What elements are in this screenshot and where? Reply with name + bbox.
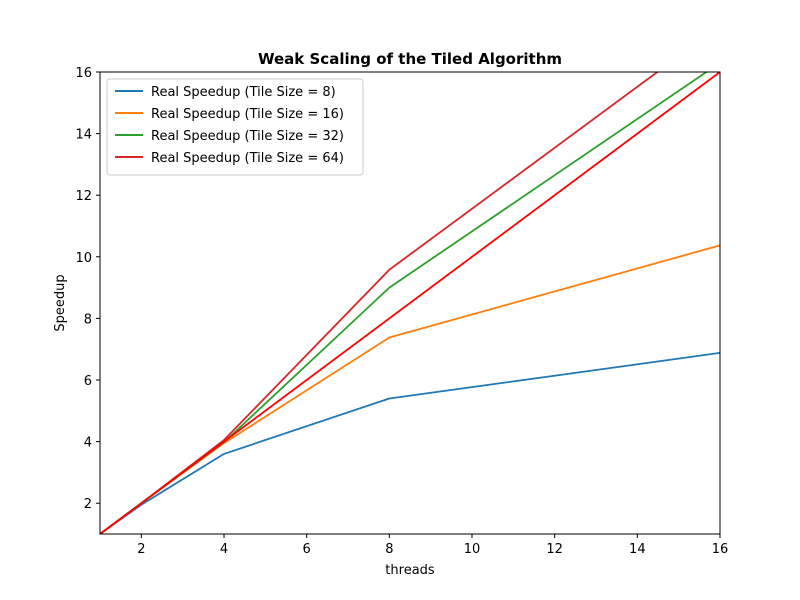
y-tick-label: 10 bbox=[75, 251, 92, 266]
series-line-0 bbox=[100, 352, 720, 534]
x-tick-label: 4 bbox=[220, 542, 228, 557]
series-line-4 bbox=[100, 72, 720, 534]
legend: Real Speedup (Tile Size = 8) Real Speedup… bbox=[106, 78, 364, 176]
y-axis: 2 4 6 8 10 12 14 16 bbox=[75, 66, 100, 512]
y-tick-label: 4 bbox=[84, 436, 92, 451]
y-tick-label: 12 bbox=[75, 189, 92, 204]
y-tick-label: 14 bbox=[75, 128, 92, 143]
x-tick-label: 8 bbox=[385, 542, 393, 557]
legend-box bbox=[106, 78, 364, 176]
chart-title: Weak Scaling of the Tiled Algorithm bbox=[258, 50, 562, 68]
plot-lines bbox=[100, 72, 720, 534]
x-tick-label: 10 bbox=[464, 542, 481, 557]
plot-frame bbox=[99, 71, 721, 535]
legend-label: Real Speedup (Tile Size = 32) bbox=[151, 129, 344, 144]
legend-label: Real Speedup (Tile Size = 16) bbox=[151, 107, 344, 122]
series-line-1 bbox=[100, 244, 720, 534]
y-tick-label: 6 bbox=[84, 374, 92, 389]
x-axis: 2 4 6 8 10 12 14 16 bbox=[137, 534, 728, 557]
y-axis-label: Speedup bbox=[53, 274, 68, 331]
x-tick-label: 2 bbox=[137, 542, 145, 557]
legend-label: Real Speedup (Tile Size = 64) bbox=[151, 151, 344, 166]
x-tick-label: 12 bbox=[546, 542, 563, 557]
x-tick-label: 14 bbox=[629, 542, 646, 557]
x-axis-label: threads bbox=[385, 563, 435, 578]
x-tick-label: 16 bbox=[712, 542, 729, 557]
y-tick-label: 2 bbox=[84, 497, 92, 512]
y-tick-label: 8 bbox=[84, 312, 92, 327]
legend-label: Real Speedup (Tile Size = 8) bbox=[151, 85, 336, 100]
y-tick-label: 16 bbox=[75, 66, 92, 81]
x-tick-label: 6 bbox=[303, 542, 311, 557]
